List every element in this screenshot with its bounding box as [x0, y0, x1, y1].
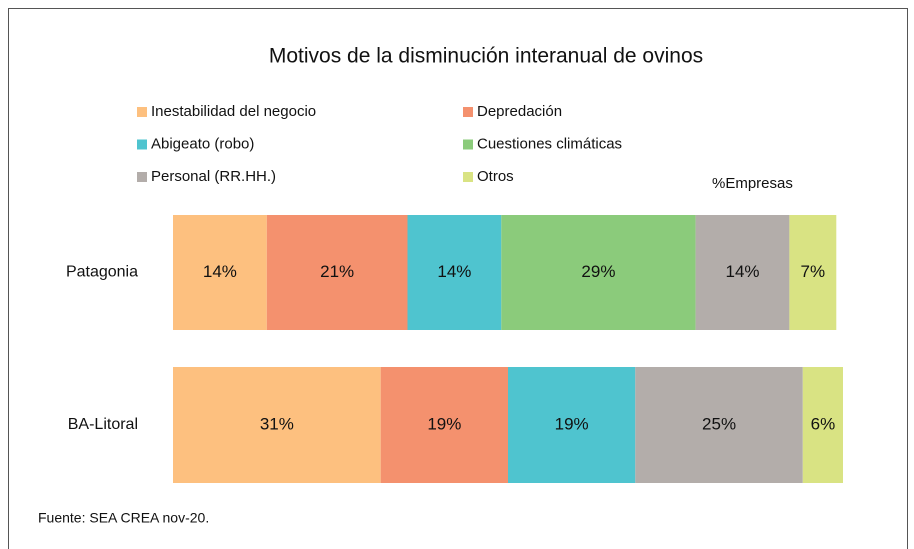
legend-label: Otros — [477, 168, 514, 185]
value-label: 25% — [702, 414, 736, 433]
value-label: 19% — [555, 414, 589, 433]
legend-label: Depredación — [477, 103, 562, 120]
frame — [8, 8, 908, 549]
value-label: 6% — [811, 414, 836, 433]
bar-segment — [501, 215, 696, 330]
bar-segment — [380, 367, 508, 483]
bar-segment — [789, 215, 837, 330]
value-label: 7% — [801, 262, 826, 281]
bar-segment — [407, 215, 502, 330]
category-label: Patagonia — [66, 264, 138, 281]
category-label: BA-Litoral — [68, 416, 138, 433]
bar-segment — [508, 367, 636, 483]
bar-segment — [695, 215, 790, 330]
bar-segment — [173, 367, 381, 483]
value-label: 14% — [725, 262, 759, 281]
legend-swatch — [463, 172, 473, 182]
value-label: 19% — [427, 414, 461, 433]
bar-segment — [802, 367, 843, 483]
legend-swatch — [137, 139, 147, 150]
value-label: 14% — [203, 262, 237, 281]
value-label: 21% — [320, 262, 354, 281]
value-label: 31% — [260, 414, 294, 433]
legend-swatch — [463, 139, 473, 150]
source: Fuente: SEA CREA nov-20. — [38, 510, 209, 526]
value-label: 14% — [437, 262, 471, 281]
value-label: 29% — [581, 262, 615, 281]
axis-label: %Empresas — [712, 175, 793, 192]
legend-swatch — [137, 172, 147, 182]
legend-label: Inestabilidad del negocio — [151, 103, 316, 120]
legend-label: Abigeato (robo) — [151, 135, 254, 152]
bar-segment — [635, 367, 803, 483]
bar-segment — [173, 215, 267, 330]
legend-swatch — [463, 107, 473, 117]
chart-title: Motivos de la disminución interanual de … — [269, 45, 703, 68]
legend-label: Personal (RR.HH.) — [151, 168, 276, 185]
legend-label: Cuestiones climáticas — [477, 135, 622, 152]
bar-segment — [266, 215, 408, 330]
legend-swatch — [137, 107, 147, 117]
